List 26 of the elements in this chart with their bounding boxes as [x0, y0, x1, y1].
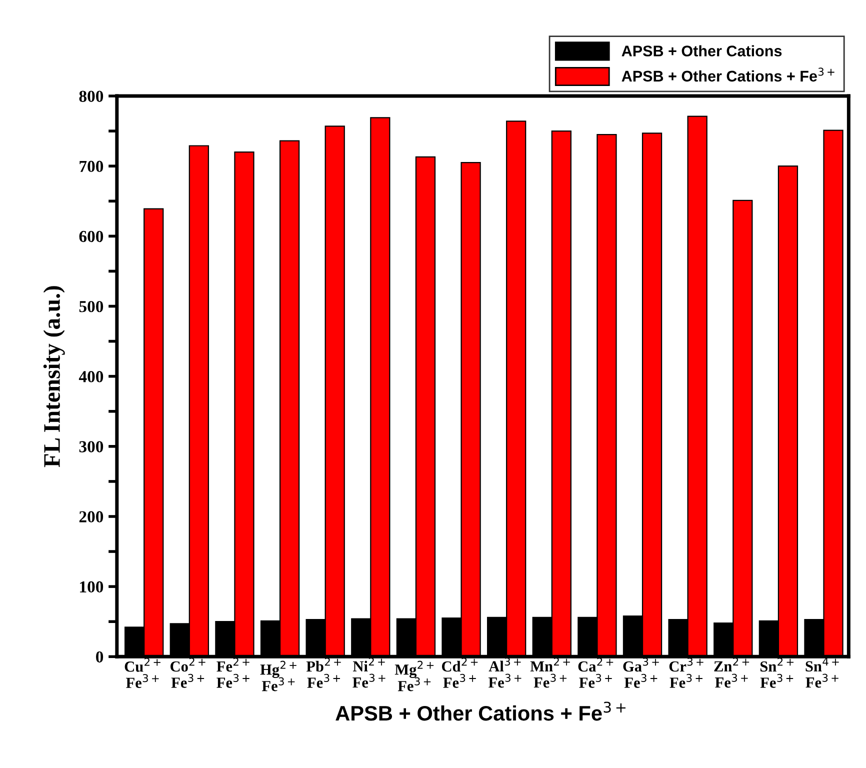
legend-label: APSB + Other Cations [622, 45, 782, 56]
x-tick-label: Fe$^{2+}$ Fe$^{3+}$ [216, 658, 250, 688]
category-label: Mg$^{2+}$ Fe$^{3+}$ [394, 660, 434, 692]
x-tick-label: Cd$^{2+}$ Fe$^{3+}$ [442, 658, 478, 688]
y-tick-label: 700 [80, 160, 104, 172]
y-axis-title: FL Intensity (a.u.) [43, 286, 65, 468]
y-tick-label: 300 [79, 441, 104, 452]
x-tick-label: Cr$^{3+}$ Fe$^{3+}$ [669, 658, 704, 688]
y-tick-label: 400 [78, 371, 104, 382]
x-tick-label: Cu$^{2+}$ Fe$^{3+}$ [124, 658, 160, 688]
x-tick-label: Zn$^{2+}$ Fe$^{3+}$ [714, 658, 750, 688]
y-tick-label: 0 [96, 651, 104, 663]
x-tick-label: Ga$^{3+}$ Fe$^{3+}$ [623, 658, 659, 688]
x-tick-label: Hg$^{2+}$ Fe$^{3+}$ [260, 660, 296, 692]
x-tick-label: Co$^{2+}$ Fe$^{3+}$ [170, 658, 206, 688]
legend-label: APSB + Other Cations + Fe$^{3+}$ [622, 68, 834, 82]
x-tick-label: Ca$^{2+}$ Fe$^{3+}$ [578, 658, 614, 688]
y-tick-label: 100 [80, 581, 104, 593]
x-tick-label: Sn$^{2+}$ Fe$^{3+}$ [760, 658, 794, 688]
x-axis-title: APSB + Other Cations + Fe$^{3+}$ [336, 702, 626, 721]
y-tick-label: 800 [79, 90, 104, 102]
x-tick-label: Pb$^{2+}$ Fe$^{3+}$ [306, 658, 341, 688]
x-tick-label: Sn$^{4+}$ Fe$^{3+}$ [806, 658, 839, 688]
y-tick-label: 200 [79, 511, 104, 522]
y-tick-label: 600 [79, 230, 104, 242]
y-tick-label: 500 [79, 300, 104, 312]
